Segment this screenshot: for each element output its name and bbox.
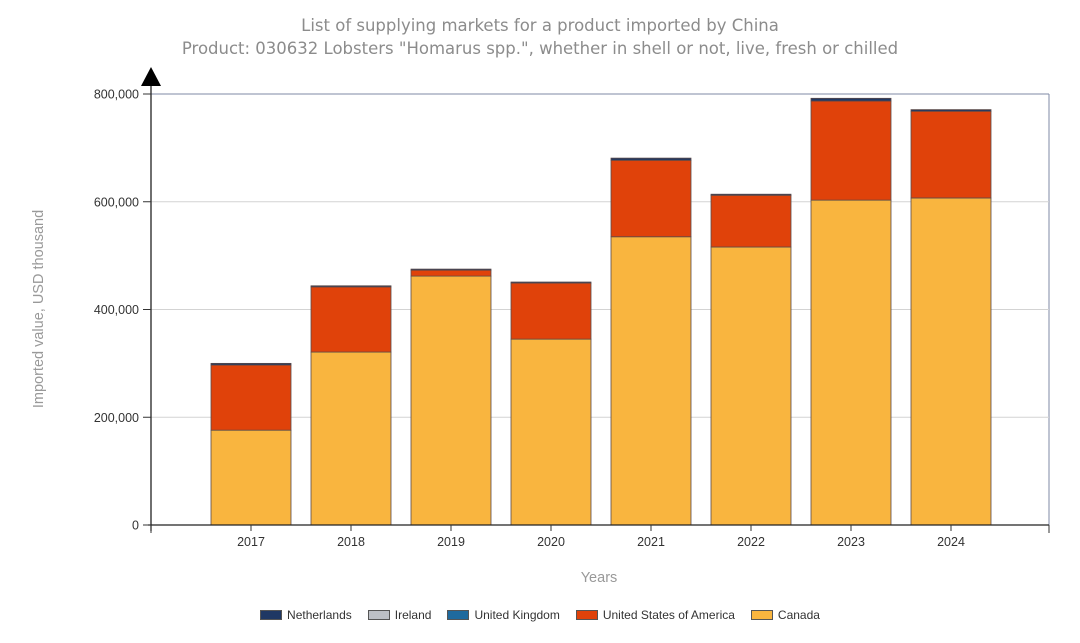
bar-segment-united-states-of-america — [510, 282, 592, 340]
bar-segment-united-states-of-america — [310, 286, 392, 353]
y-tick-label: 400,000 — [94, 303, 139, 317]
x-tick-label: 2021 — [637, 535, 665, 549]
y-ticks: 0 200,000 400,000 600,000 800,000 — [94, 88, 151, 533]
legend-item: Canada — [750, 608, 820, 622]
bar-segment-netherlands — [310, 285, 392, 288]
legend-swatch — [260, 610, 283, 620]
bar-segment-united-states-of-america — [710, 194, 792, 248]
bar-segment-canada — [810, 199, 892, 526]
bar-segment-netherlands — [610, 157, 692, 161]
bar-segment-netherlands — [210, 362, 292, 366]
bar-segment-netherlands — [910, 109, 992, 112]
bar-segment-united-states-of-america — [910, 110, 992, 199]
legend-label: Ireland — [394, 608, 432, 622]
bar-segment-canada — [910, 197, 992, 526]
bar-segment-united-states-of-america — [410, 269, 492, 277]
x-tick-label: 2020 — [537, 535, 565, 549]
bar-segment-united-states-of-america — [810, 100, 892, 201]
chart-title: List of supplying markets for a product … — [301, 16, 779, 35]
legend-swatch — [367, 610, 390, 620]
legend-swatch — [575, 610, 598, 620]
legend-label: United States of America — [602, 608, 735, 622]
x-tick-label: 2022 — [737, 535, 765, 549]
bar-segment-netherlands — [510, 281, 592, 284]
y-axis-title: Imported value, USD thousand — [31, 210, 47, 408]
bar-segment-canada — [310, 351, 392, 526]
bars — [210, 97, 992, 526]
bar-segment-canada — [710, 246, 792, 526]
x-tick-label: 2018 — [337, 535, 365, 549]
bar-segment-united-states-of-america — [610, 159, 692, 238]
legend-item: Ireland — [367, 608, 432, 622]
legend-label: United Kingdom — [474, 608, 560, 622]
legend-label: Netherlands — [287, 608, 352, 622]
legend-label: Canada — [777, 608, 820, 622]
legend-item: Netherlands — [260, 608, 352, 622]
y-tick-label: 800,000 — [94, 88, 139, 102]
x-tick-label: 2019 — [437, 535, 465, 549]
y-tick-label: 0 — [132, 519, 139, 533]
bar-segment-canada — [210, 429, 292, 526]
x-tick-label: 2023 — [837, 535, 865, 549]
bar-segment-united-states-of-america — [210, 364, 292, 431]
x-ticks: 2017 2018 2019 2020 2021 2022 2023 2024 — [150, 525, 1050, 549]
gridlines — [151, 93, 1050, 525]
legend: Netherlands Ireland United Kingdom United S… — [0, 608, 1080, 622]
bar-segment-netherlands — [410, 268, 492, 271]
axes — [141, 67, 1049, 531]
chart-subtitle: Product: 030632 Lobsters "Homarus spp.",… — [181, 39, 899, 58]
bar-segment-netherlands — [810, 97, 892, 102]
bar-segment-canada — [410, 275, 492, 526]
bar-segment-canada — [610, 236, 692, 526]
x-tick-label: 2017 — [237, 535, 265, 549]
y-tick-label: 200,000 — [94, 411, 139, 425]
legend-swatch — [750, 610, 773, 620]
legend-swatch — [447, 610, 470, 620]
legend-item: United States of America — [575, 608, 735, 622]
y-axis-arrow-icon — [141, 67, 161, 86]
x-axis-title: Years — [581, 570, 618, 586]
bar-segment-netherlands — [710, 193, 792, 196]
bar-segment-canada — [510, 338, 592, 526]
x-tick-label: 2024 — [937, 535, 965, 549]
y-tick-label: 600,000 — [94, 195, 139, 209]
legend-item: United Kingdom — [447, 608, 560, 622]
